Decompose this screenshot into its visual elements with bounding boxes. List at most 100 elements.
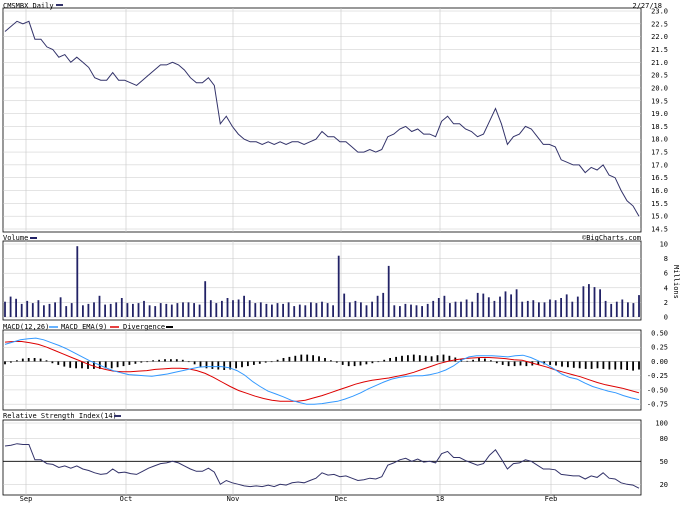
volume-bar: [615, 301, 618, 317]
divergence-bar: [478, 358, 480, 362]
divergence-bar: [472, 359, 474, 362]
divergence-bar: [596, 361, 599, 369]
volume-bar: [538, 302, 540, 317]
x-tick-label: Oct: [120, 495, 133, 503]
volume-bar: [271, 304, 273, 317]
divergence-bar: [181, 359, 184, 362]
volume-bar: [632, 303, 635, 317]
divergence-bar: [407, 355, 409, 362]
volume-bar: [593, 287, 596, 317]
macd-ytick-label: 0.50: [651, 330, 668, 338]
macd-line: [4, 337, 640, 405]
price-ytick-label: 16.0: [651, 187, 668, 195]
divergence-bar: [412, 354, 415, 362]
volume-bar: [454, 301, 457, 317]
chart-marks: [4, 20, 640, 489]
divergence-bar: [549, 361, 551, 365]
divergence-bar: [318, 356, 320, 362]
price-ytick-label: 15.0: [651, 213, 668, 221]
volume-ytick-label: 4: [664, 284, 668, 292]
volume-bar: [193, 303, 195, 317]
volume-bar: [365, 305, 368, 317]
divergence-bar: [116, 361, 119, 368]
volume-bar: [543, 302, 546, 317]
volume-bar: [460, 301, 462, 317]
divergence-label: Divergence: [123, 323, 165, 331]
rsi-legend-swatch: [114, 415, 121, 417]
volume-bar: [93, 302, 95, 317]
volume-bar: [476, 292, 479, 317]
divergence-bar: [501, 361, 504, 365]
divergence-bar: [33, 358, 36, 362]
volume-bar: [410, 304, 412, 317]
volume-bar: [226, 298, 229, 317]
volume-bar: [482, 293, 485, 317]
divergence-bar: [276, 359, 279, 362]
divergence-bar: [146, 361, 149, 363]
volume-bar: [621, 299, 624, 317]
volume-bar: [343, 293, 346, 317]
macd-ytick-label: -0.25: [647, 372, 668, 380]
divergence-bar: [377, 361, 380, 363]
divergence-bar: [205, 361, 208, 369]
divergence-bar: [306, 354, 309, 362]
divergence-bar: [614, 361, 617, 370]
rsi-line: [4, 443, 640, 489]
volume-bar: [26, 300, 29, 317]
volume-bar: [298, 304, 301, 317]
volume-bar: [393, 305, 396, 317]
volume-bar: [404, 303, 407, 317]
price-ytick-label: 19.0: [651, 110, 668, 118]
axis-labels: 23.0 22.5 22.0 21.5 21.0 20.5 20.0 19.5 19.0 18.5…: [20, 8, 668, 504]
divergence-bar: [537, 361, 540, 365]
volume-bar: [259, 302, 262, 317]
volume-bar: [276, 303, 279, 317]
volume-bar: [4, 301, 6, 317]
divergence-bar: [104, 361, 107, 369]
volume-bar: [426, 303, 429, 317]
volume-bar: [371, 301, 373, 317]
volume-bar: [98, 295, 101, 317]
volume-bar: [521, 301, 524, 317]
divergence-bar: [359, 361, 362, 366]
volume-bar: [59, 297, 62, 317]
volume-legend-swatch: [30, 237, 37, 239]
divergence-bar: [235, 361, 237, 369]
divergence-bar: [442, 354, 445, 362]
divergence-bar: [561, 361, 563, 367]
volume-bar: [176, 303, 179, 317]
divergence-bar: [4, 361, 6, 365]
volume-bar: [287, 302, 290, 317]
volume-bar: [132, 303, 134, 317]
volume-bar: [37, 300, 40, 317]
divergence-bar: [16, 360, 18, 362]
divergence-bar: [567, 361, 569, 368]
divergence-bar: [513, 361, 516, 367]
volume-bar: [243, 295, 245, 317]
rsi-ytick-label: 100: [655, 420, 668, 428]
macd-ytick-label: 0.25: [651, 344, 668, 352]
rsi-ytick-label: 20: [660, 481, 668, 489]
price-ytick-label: 19.5: [651, 97, 668, 105]
volume-bar: [315, 303, 318, 317]
divergence-bar: [217, 361, 220, 370]
volume-ytick-label: 6: [664, 270, 668, 278]
divergence-bar: [324, 358, 326, 362]
divergence-bar: [341, 361, 344, 365]
divergence-bar: [51, 361, 54, 364]
volume-bar: [182, 302, 184, 317]
volume-bar: [70, 303, 73, 317]
volume-bar: [421, 306, 423, 317]
volume-bar: [143, 300, 145, 317]
divergence-bar: [294, 355, 297, 362]
volume-bar: [293, 306, 296, 317]
divergence-bar: [187, 361, 190, 363]
divergence-bar: [638, 361, 640, 370]
divergence-bar: [448, 355, 451, 362]
divergence-bar: [69, 361, 72, 368]
divergence-bar: [330, 360, 332, 362]
price-ytick-label: 22.0: [651, 33, 668, 41]
x-tick-label: Feb: [545, 495, 558, 503]
macd-ytick-label: 0.00: [651, 358, 668, 366]
divergence-bar: [620, 361, 623, 370]
